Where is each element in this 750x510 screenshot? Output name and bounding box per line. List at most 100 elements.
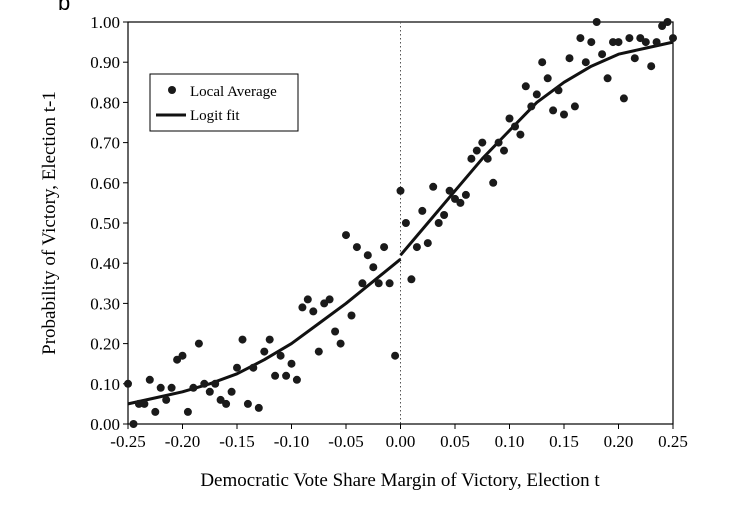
data-point: [641, 38, 650, 47]
x-tick-label: 0.05: [440, 432, 470, 451]
data-point: [570, 102, 579, 111]
data-point: [483, 154, 492, 163]
data-point: [527, 102, 536, 111]
data-point: [183, 407, 192, 416]
data-point: [560, 110, 568, 119]
data-point: [276, 351, 285, 360]
data-point: [440, 211, 449, 219]
data-point: [500, 146, 508, 155]
y-tick-label: 0.50: [90, 214, 120, 233]
data-point: [669, 34, 677, 43]
x-tick-label: -0.05: [328, 432, 363, 451]
data-point: [129, 420, 138, 428]
x-tick-label: -0.20: [165, 432, 200, 451]
y-tick-label: 0.10: [90, 375, 120, 394]
data-point: [167, 383, 176, 392]
data-point: [265, 335, 274, 344]
y-axis-title: Probability of Victory, Election t-1: [39, 91, 60, 355]
data-point: [489, 178, 498, 187]
data-point: [162, 395, 171, 404]
data-point: [303, 295, 312, 304]
data-point: [134, 399, 143, 408]
data-point: [249, 363, 258, 372]
data-point: [385, 279, 394, 288]
data-point: [156, 383, 165, 392]
data-point: [314, 347, 323, 356]
data-point: [592, 18, 601, 26]
logit-fit-line: [399, 40, 674, 257]
y-tick-label: 0.80: [90, 93, 120, 112]
data-point: [194, 339, 203, 348]
data-point: [467, 154, 476, 163]
data-point: [614, 38, 623, 47]
y-tick-label: 0.70: [90, 134, 120, 153]
data-point: [347, 311, 356, 320]
data-point: [565, 54, 574, 63]
x-tick-label: -0.25: [110, 432, 145, 451]
data-point: [429, 182, 438, 191]
data-point: [538, 58, 547, 67]
data-point: [298, 303, 307, 312]
data-point: [336, 339, 345, 348]
legend-box: [149, 73, 299, 132]
x-tick-label: 0.25: [658, 432, 688, 451]
x-tick-label: 0.15: [549, 432, 579, 451]
data-point: [380, 243, 389, 252]
data-point: [189, 383, 198, 392]
data-point: [587, 38, 596, 47]
y-tick-label: 0.90: [90, 53, 120, 72]
local-average-points: [124, 18, 677, 428]
data-point: [254, 403, 263, 412]
x-axis-title: Democratic Vote Share Margin of Victory,…: [200, 470, 600, 491]
x-tick-label: -0.15: [219, 432, 254, 451]
x-tick-label: 0.20: [604, 432, 634, 451]
data-point: [625, 34, 634, 43]
data-point: [222, 399, 231, 408]
y-axis: 0.00 0.10 0.20 0.30 0.40 0.50 0.60 0.70 0.80 0.90…: [90, 13, 128, 434]
data-point: [581, 58, 590, 67]
data-point: [358, 279, 367, 288]
data-point: [456, 198, 465, 207]
data-point: [472, 146, 481, 155]
legend-label-logit-fit: Logit fit: [190, 108, 240, 124]
data-point: [434, 219, 443, 227]
y-tick-label: 0.30: [90, 294, 120, 313]
logit-fit-line: [127, 258, 402, 406]
data-point: [461, 190, 470, 199]
data-point: [478, 138, 487, 147]
data-point: [598, 50, 607, 59]
data-point: [352, 243, 361, 252]
data-point: [543, 74, 552, 83]
data-point: [636, 34, 645, 43]
data-point: [238, 335, 247, 344]
data-point: [292, 375, 301, 384]
data-point: [374, 279, 383, 288]
data-point: [363, 251, 372, 260]
data-point: [260, 347, 269, 356]
data-point: [205, 387, 214, 396]
data-point: [619, 94, 628, 103]
data-point: [216, 395, 225, 404]
y-tick-label: 0.20: [90, 335, 120, 354]
data-point: [342, 231, 350, 240]
data-point: [554, 86, 563, 95]
data-point: [331, 327, 340, 336]
data-point: [211, 379, 220, 388]
x-tick-label: 0.00: [386, 432, 416, 451]
y-tick-label: 0.40: [90, 254, 120, 273]
data-point: [652, 38, 661, 47]
data-point: [325, 295, 334, 304]
data-point: [505, 114, 514, 123]
data-point: [227, 387, 236, 396]
data-point: [445, 186, 454, 195]
data-point: [287, 359, 296, 368]
data-point: [663, 18, 672, 26]
legend-label-local-average: Local Average: [190, 84, 277, 100]
logit-fit-curves: [127, 40, 674, 406]
data-point: [516, 130, 525, 139]
x-tick-label: -0.10: [274, 432, 309, 451]
legend-dot-icon: [168, 86, 176, 94]
legend: Local Average Logit fit: [149, 73, 299, 132]
data-point: [396, 186, 405, 195]
data-point: [369, 263, 378, 272]
